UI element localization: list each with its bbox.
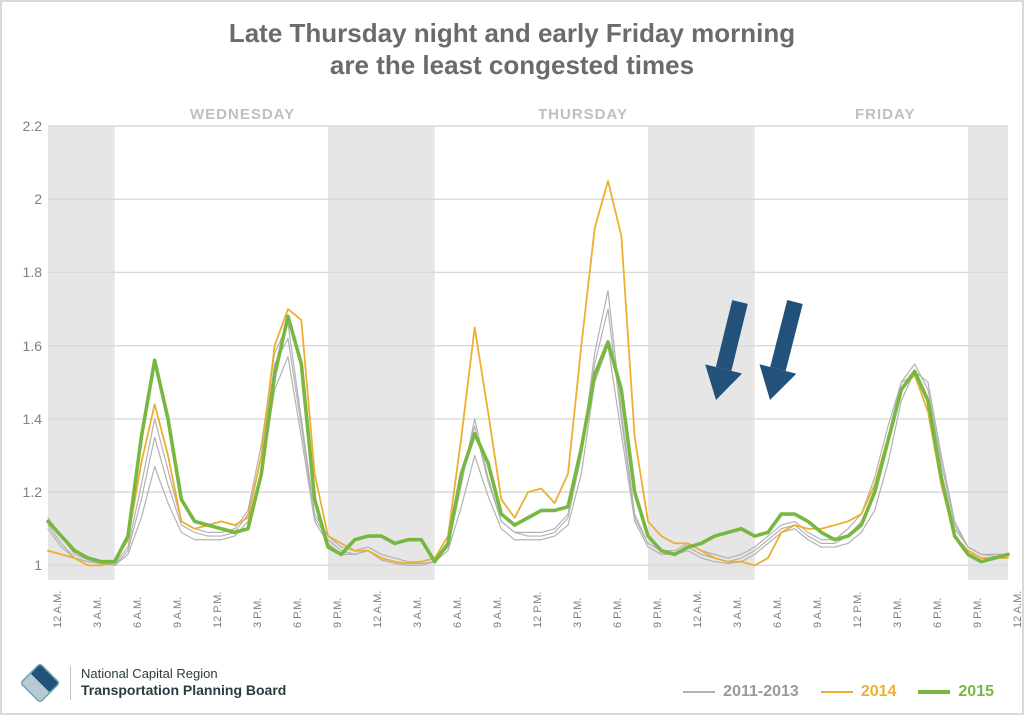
legend-item: 2014 (821, 683, 897, 701)
x-tick-label: 6 A.M. (772, 597, 784, 628)
x-tick-label: 9 P.M. (332, 598, 344, 628)
org-name-line2: Transportation Planning Board (81, 682, 286, 698)
x-tick-label: 3 A.M. (412, 597, 424, 628)
series-2014 (48, 181, 1008, 565)
x-tick-label: 9 P.M. (652, 598, 664, 628)
y-tick-label: 1.2 (6, 484, 42, 500)
x-tick-label: 3 A.M. (92, 597, 104, 628)
legend: 2011-2013 2014 2015 (683, 683, 994, 701)
x-tick-label: 12 P.M. (852, 592, 864, 629)
legend-swatch (821, 691, 853, 693)
x-tick-label: 3 P.M. (572, 598, 584, 628)
legend-label: 2015 (958, 683, 994, 701)
legend-item: 2011-2013 (683, 683, 799, 701)
legend-label: 2014 (861, 683, 897, 701)
night-band (648, 126, 755, 580)
legend-swatch (683, 691, 715, 693)
y-tick-label: 1.6 (6, 338, 42, 354)
x-tick-label: 3 P.M. (252, 598, 264, 628)
x-tick-label: 6 A.M. (132, 597, 144, 628)
footer-org: National Capital Region Transportation P… (20, 663, 286, 703)
x-tick-label: 9 P.M. (972, 598, 984, 628)
night-band (48, 126, 115, 580)
series-2015 (48, 316, 1008, 561)
x-tick-label: 3 A.M. (732, 597, 744, 628)
y-tick-label: 1 (6, 557, 42, 573)
x-tick-label: 6 P.M. (612, 598, 624, 628)
night-band (328, 126, 435, 580)
footer-divider (70, 666, 71, 700)
x-tick-label: 12 A.M. (52, 591, 64, 628)
arrow-shaft (778, 302, 795, 369)
x-tick-label: 9 A.M. (812, 597, 824, 628)
series-2013 (48, 309, 1008, 563)
x-tick-label: 12 P.M. (532, 592, 544, 629)
x-tick-label: 6 P.M. (932, 598, 944, 628)
org-name-line1: National Capital Region (81, 667, 286, 682)
legend-item: 2015 (918, 683, 994, 701)
x-tick-label: 12 P.M. (212, 592, 224, 629)
day-header: THURSDAY (538, 106, 628, 123)
x-tick-label: 3 P.M. (892, 598, 904, 628)
x-tick-label: 12 A.M. (1012, 591, 1024, 628)
series-2012 (48, 291, 1008, 566)
y-tick-label: 1.8 (6, 264, 42, 280)
day-header: FRIDAY (855, 106, 915, 123)
x-tick-label: 9 A.M. (492, 597, 504, 628)
x-tick-label: 9 A.M. (172, 597, 184, 628)
x-tick-label: 12 A.M. (692, 591, 704, 628)
org-logo-icon (20, 663, 60, 703)
y-tick-label: 2 (6, 191, 42, 207)
x-tick-label: 6 A.M. (452, 597, 464, 628)
legend-swatch (918, 690, 950, 694)
day-header: WEDNESDAY (190, 106, 295, 123)
arrow-head (759, 364, 796, 400)
x-tick-label: 6 P.M. (292, 598, 304, 628)
legend-label: 2011-2013 (723, 683, 799, 701)
y-tick-label: 1.4 (6, 411, 42, 427)
y-tick-label: 2.2 (6, 118, 42, 134)
x-tick-label: 12 A.M. (372, 591, 384, 628)
night-band (968, 126, 1008, 580)
